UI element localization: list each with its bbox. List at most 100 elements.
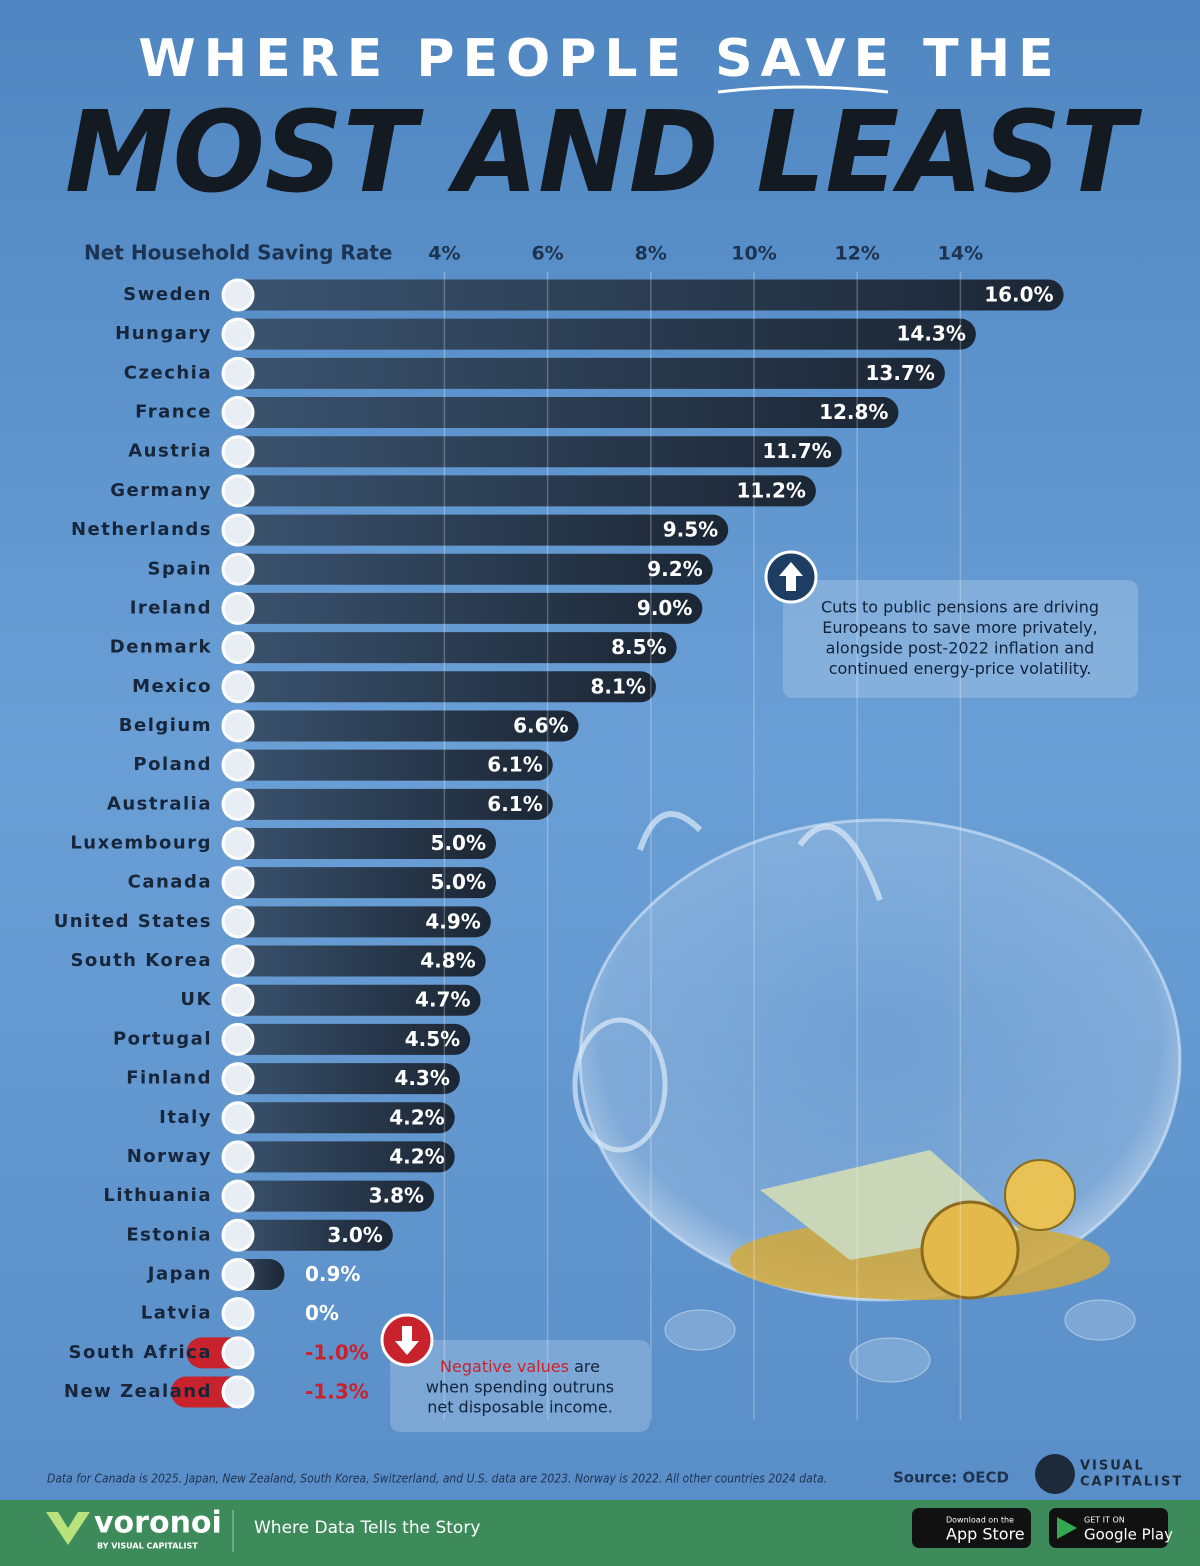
flag (221, 278, 255, 312)
category-label: Estonia (126, 1224, 212, 1245)
tagline: Where Data Tells the Story (254, 1518, 480, 1538)
bar (223, 828, 496, 859)
value-label: 8.1% (590, 674, 645, 698)
category-label: South Africa (69, 1342, 212, 1363)
google-play-button[interactable] (1049, 1508, 1168, 1548)
chart-title-emphasis: MOST AND LEAST (65, 88, 1142, 218)
category-label: Hungary (115, 323, 212, 344)
x-tick-label: 6% (531, 243, 563, 265)
bars (170, 279, 1064, 1408)
category-label: Belgium (119, 715, 212, 736)
x-axis-title: Net Household Saving Rate (84, 241, 392, 265)
flag (221, 1336, 255, 1370)
grid (443, 272, 962, 1420)
value-label: 12.8% (819, 400, 888, 424)
category-label: Austria (128, 441, 212, 462)
value-label: 6.1% (487, 753, 542, 777)
value-label: 0.9% (305, 1262, 360, 1286)
bar (223, 867, 496, 899)
bar (223, 710, 579, 742)
flag (221, 866, 255, 900)
flag (221, 1022, 255, 1056)
value-label: 14.3% (896, 322, 965, 346)
value-label: 8.5% (611, 635, 666, 659)
category-label: Czechia (124, 362, 212, 383)
flag (221, 435, 255, 469)
bar (223, 945, 486, 977)
value-label: 3.8% (369, 1184, 424, 1208)
google-play-label: Google Play (1084, 1526, 1173, 1544)
category-label: Norway (127, 1146, 212, 1167)
value-label: -1.3% (305, 1380, 369, 1404)
category-label: Latvia (141, 1303, 212, 1324)
value-label: 4.7% (415, 988, 470, 1012)
category-label: France (135, 402, 212, 423)
category-label: Lithuania (103, 1185, 212, 1206)
category-label: United States (54, 911, 212, 932)
value-label: 4.8% (420, 949, 475, 973)
publisher-name: CAPITALIST (1080, 1475, 1183, 1490)
category-label: Denmark (110, 637, 212, 658)
bar (223, 1102, 455, 1134)
source: Source: OECD (893, 1469, 1009, 1487)
bar (223, 906, 491, 938)
flag (221, 787, 255, 821)
annotation-text: net disposable income. (427, 1398, 613, 1417)
flag (221, 1375, 255, 1409)
x-tick-label: 8% (635, 243, 667, 265)
bar (223, 279, 1064, 311)
flag (221, 709, 255, 743)
category-label: Netherlands (71, 519, 212, 540)
value-label: 9.5% (663, 518, 718, 542)
category-label: Portugal (113, 1028, 212, 1049)
app-store-button[interactable] (912, 1508, 1031, 1548)
value-label: 13.7% (866, 361, 935, 385)
brand: voronoi (94, 1506, 222, 1541)
bar (223, 632, 677, 664)
category-label: Italy (159, 1107, 212, 1128)
bar (223, 475, 816, 507)
annotation-text: when spending outruns (426, 1378, 614, 1397)
category-label: Sweden (123, 284, 212, 305)
bar (223, 357, 945, 389)
annotation-text: Cuts to public pensions are driving (821, 598, 1099, 617)
value-label: 5.0% (431, 831, 486, 855)
annotation-highlight: Negative values (440, 1357, 569, 1376)
value-label: 6.6% (513, 713, 568, 737)
x-tick-label: 12% (834, 243, 879, 265)
annotation: Cuts to public pensions are drivingEurop… (821, 598, 1099, 679)
annotation-box (783, 580, 1138, 698)
flag (221, 317, 255, 351)
bar (223, 788, 553, 820)
flag (221, 1297, 255, 1331)
brand-logo (46, 1512, 90, 1545)
category-label: Ireland (130, 597, 212, 618)
category-label: UK (180, 989, 212, 1010)
flag (221, 396, 255, 430)
category-label: South Korea (70, 950, 212, 971)
flag (221, 1257, 255, 1291)
category-label: Luxembourg (70, 833, 212, 854)
value-label: 5.0% (431, 870, 486, 894)
down-arrow (395, 1326, 419, 1355)
flag (221, 474, 255, 508)
value-label: 4.3% (394, 1066, 449, 1090)
annotation-text: alongside post-2022 inflation and (826, 639, 1095, 658)
up-arrow (779, 562, 803, 591)
x-tick-label: 4% (428, 243, 460, 265)
category-label: New Zealand (64, 1381, 212, 1402)
piggy-bank-illustration (572, 811, 1182, 1383)
category-label: Poland (133, 754, 212, 775)
flag (221, 1101, 255, 1135)
chart-title: WHERE PEOPLE SAVE THE (138, 29, 1061, 89)
category-label: Japan (146, 1263, 212, 1284)
flag (221, 1140, 255, 1174)
value-label: 6.1% (487, 792, 542, 816)
value-label: 0% (305, 1301, 339, 1325)
bar (223, 749, 553, 781)
flag (221, 591, 255, 625)
value-label: 4.2% (389, 1144, 444, 1168)
flag (221, 905, 255, 939)
bar (223, 984, 481, 1016)
